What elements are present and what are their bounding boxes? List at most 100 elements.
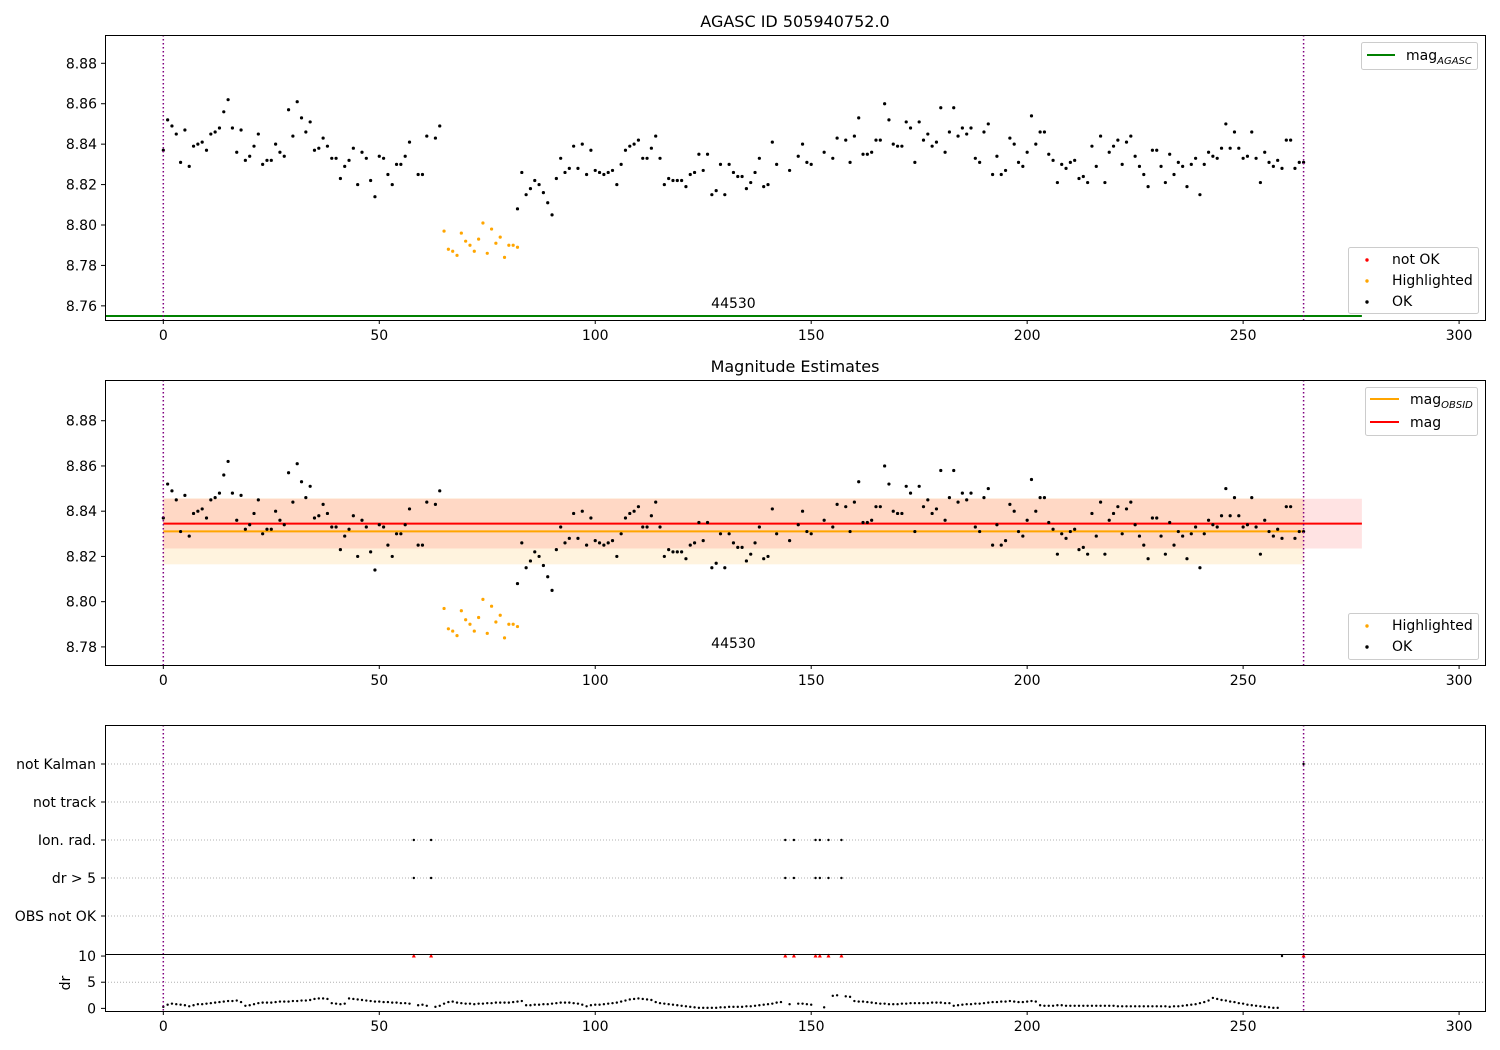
ok-point [1258, 180, 1262, 185]
dr-point [321, 997, 325, 1000]
x-tick-label: 0 [159, 673, 168, 689]
ok-point [187, 164, 191, 168]
ok-point [805, 529, 809, 534]
dr-point [477, 1002, 480, 1005]
dr-point [684, 1005, 688, 1008]
dr-point [1056, 1004, 1059, 1007]
ok-point [870, 518, 874, 522]
dr-point [1228, 1000, 1232, 1003]
dr-point [408, 1002, 411, 1005]
dr-point [892, 1002, 895, 1006]
dr-point [451, 1000, 454, 1003]
dr-point [196, 1002, 200, 1006]
ok-point [904, 120, 908, 124]
dr-point [952, 1004, 955, 1007]
dr-point [598, 1003, 601, 1006]
ok-point [386, 543, 390, 547]
dr-point [1099, 1004, 1102, 1007]
dr-point [460, 1001, 463, 1005]
dr-point [689, 1005, 692, 1009]
dr-point [438, 1004, 441, 1007]
magnitude-line-legend: magOBSID mag [1365, 387, 1478, 436]
ok-point [926, 498, 930, 502]
ok-point [775, 162, 779, 166]
ok-point [800, 142, 805, 146]
dr-point [1090, 1004, 1094, 1007]
obsid-label: 44530 [711, 296, 756, 312]
y-tick-label: 8.78 [66, 640, 97, 656]
ok-point [701, 538, 705, 543]
ok-point [170, 124, 174, 128]
dr-point [347, 997, 351, 1000]
dr-point [1276, 1006, 1279, 1010]
ok-point [248, 154, 252, 158]
dr-point [844, 995, 847, 998]
ok-point [360, 518, 364, 522]
magnitude-estimates-title: Magnitude Estimates [711, 357, 880, 376]
ok-point [390, 182, 394, 187]
ok-point [213, 130, 217, 134]
ok-point [528, 559, 533, 563]
ok-point [602, 172, 606, 177]
agasc-line-legend: magAGASC [1361, 42, 1478, 70]
ok-point [546, 575, 550, 579]
dr-point [568, 1001, 571, 1004]
ok-point [917, 484, 921, 488]
x-tick-label: 0 [159, 328, 168, 344]
ok-point [563, 170, 567, 175]
dr-point [926, 1001, 930, 1005]
dr-point [654, 1000, 657, 1004]
flag-row-label: Ion. rad. [38, 833, 96, 849]
ok-point [736, 545, 740, 549]
dr-point [969, 1002, 973, 1006]
flag-point [814, 838, 817, 842]
ok-point [749, 552, 753, 556]
ok-point [852, 134, 856, 138]
dr-point [231, 999, 234, 1003]
dr-point [537, 1003, 541, 1006]
dr-point [330, 1001, 333, 1005]
dr-point [874, 1001, 878, 1005]
dr-outlier-marker [783, 953, 788, 958]
ok-point [610, 538, 615, 543]
dr-point [1164, 1005, 1167, 1008]
ok-point [183, 493, 187, 497]
y-tick-label: 8.80 [66, 218, 97, 234]
ok-point [727, 162, 731, 166]
ok-point [623, 148, 628, 152]
ok-point [360, 150, 364, 154]
dr-point [356, 998, 359, 1001]
dr-point [727, 1005, 731, 1009]
dr-point [1021, 1000, 1025, 1004]
ok-point [822, 150, 826, 154]
ok-point [269, 158, 273, 162]
ok-point [381, 156, 386, 160]
ok-point [187, 534, 191, 538]
ok-point [1276, 158, 1280, 162]
ok-point [710, 193, 714, 197]
ok-point [1047, 520, 1051, 525]
ok-point [1047, 152, 1051, 156]
ok-point [835, 502, 839, 507]
ok-point [1232, 130, 1237, 134]
ok-point [200, 140, 204, 144]
ok-point [1181, 534, 1185, 538]
ok-point [1211, 523, 1215, 527]
ok-point [554, 176, 558, 181]
ok-point [1224, 486, 1228, 491]
ok-point [1142, 543, 1146, 547]
ok-point [286, 108, 291, 112]
ok-point [1111, 511, 1116, 516]
x-tick-label: 50 [370, 673, 388, 689]
ok-point [865, 520, 869, 525]
ok-point [895, 144, 900, 148]
ok-point [649, 146, 653, 150]
ok-point [1159, 534, 1163, 538]
ok-point [304, 130, 308, 134]
ok-point [343, 164, 347, 168]
ok-point [770, 507, 774, 511]
ok-point [274, 142, 278, 146]
dr-point [594, 1003, 597, 1006]
legend-ok-marker [1365, 300, 1369, 304]
ok-point [1107, 150, 1111, 154]
